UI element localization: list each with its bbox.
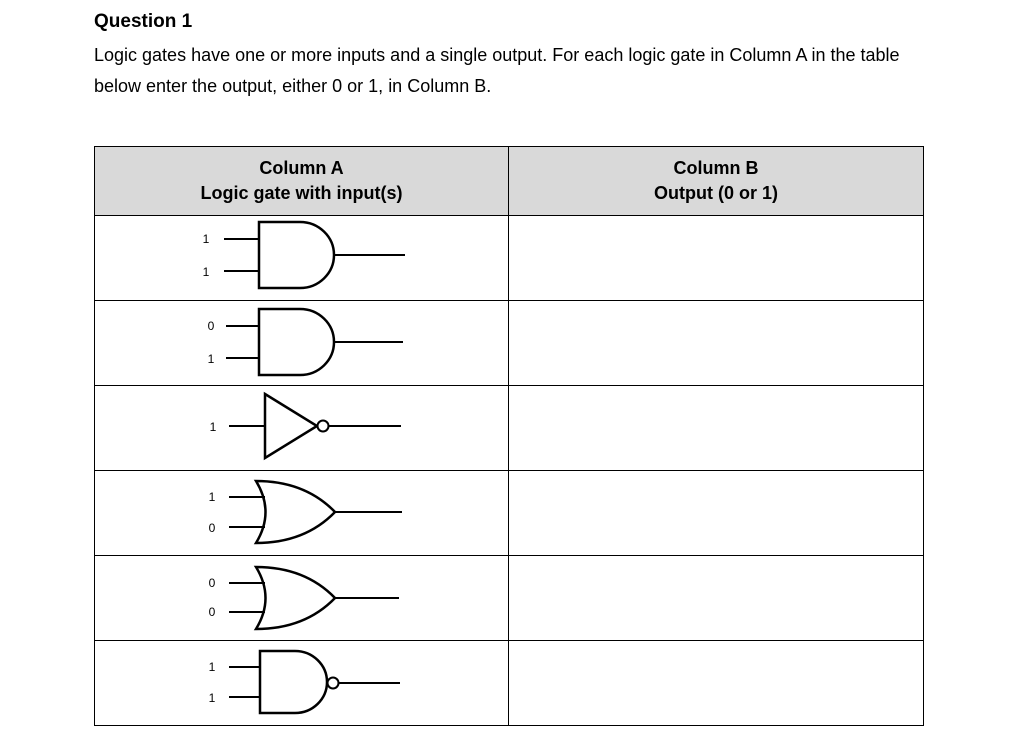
input-label: 0 xyxy=(209,605,216,619)
nand-gate-icon: 1 1 xyxy=(209,649,400,715)
table-row: 1 1 xyxy=(94,640,924,726)
column-a-header: Column A Logic gate with input(s) xyxy=(94,146,509,216)
and-gate-icon: 0 1 xyxy=(208,307,403,377)
column-a-subtitle: Logic gate with input(s) xyxy=(200,183,403,203)
or-gate-icon: 1 0 xyxy=(209,479,402,545)
input-label: 1 xyxy=(209,660,216,674)
table-row: 1 1 xyxy=(94,215,924,301)
logic-gates-table: Column A Logic gate with input(s) Column… xyxy=(94,146,924,726)
gate-cell: 1 1 xyxy=(94,640,509,726)
column-b-title: Column B xyxy=(673,158,759,178)
input-label: 1 xyxy=(210,420,217,434)
or-gate-icon: 0 0 xyxy=(209,565,399,631)
not-gate-icon: 1 xyxy=(210,391,401,461)
answer-cell[interactable] xyxy=(508,555,924,641)
gate-cell: 0 1 xyxy=(94,300,509,386)
question-text: Logic gates have one or more inputs and … xyxy=(94,45,900,96)
input-label: 0 xyxy=(208,319,215,333)
table-row: 0 1 xyxy=(94,300,924,386)
table-header-row: Column A Logic gate with input(s) Column… xyxy=(94,146,924,216)
input-label: 1 xyxy=(208,352,215,366)
answer-cell[interactable] xyxy=(508,300,924,386)
table-row: 1 0 xyxy=(94,470,924,556)
answer-cell[interactable] xyxy=(508,385,924,471)
table-row: 0 0 xyxy=(94,555,924,641)
input-label: 1 xyxy=(209,691,216,705)
question-title: Question 1 xyxy=(94,11,193,32)
answer-cell[interactable] xyxy=(508,215,924,301)
input-label: 1 xyxy=(203,265,210,279)
answer-cell[interactable] xyxy=(508,640,924,726)
input-label: 0 xyxy=(209,521,216,535)
gate-cell: 0 0 xyxy=(94,555,509,641)
input-label: 1 xyxy=(209,490,216,504)
answer-cell[interactable] xyxy=(508,470,924,556)
table-row: 1 xyxy=(94,385,924,471)
column-b-subtitle: Output (0 or 1) xyxy=(654,183,778,203)
column-b-header: Column B Output (0 or 1) xyxy=(508,146,924,216)
and-gate-icon: 1 1 xyxy=(203,220,405,290)
column-a-title: Column A xyxy=(259,158,344,178)
gate-cell: 1 1 xyxy=(94,215,509,301)
gate-cell: 1 0 xyxy=(94,470,509,556)
input-label: 1 xyxy=(203,232,210,246)
gate-cell: 1 xyxy=(94,385,509,471)
input-label: 0 xyxy=(209,576,216,590)
